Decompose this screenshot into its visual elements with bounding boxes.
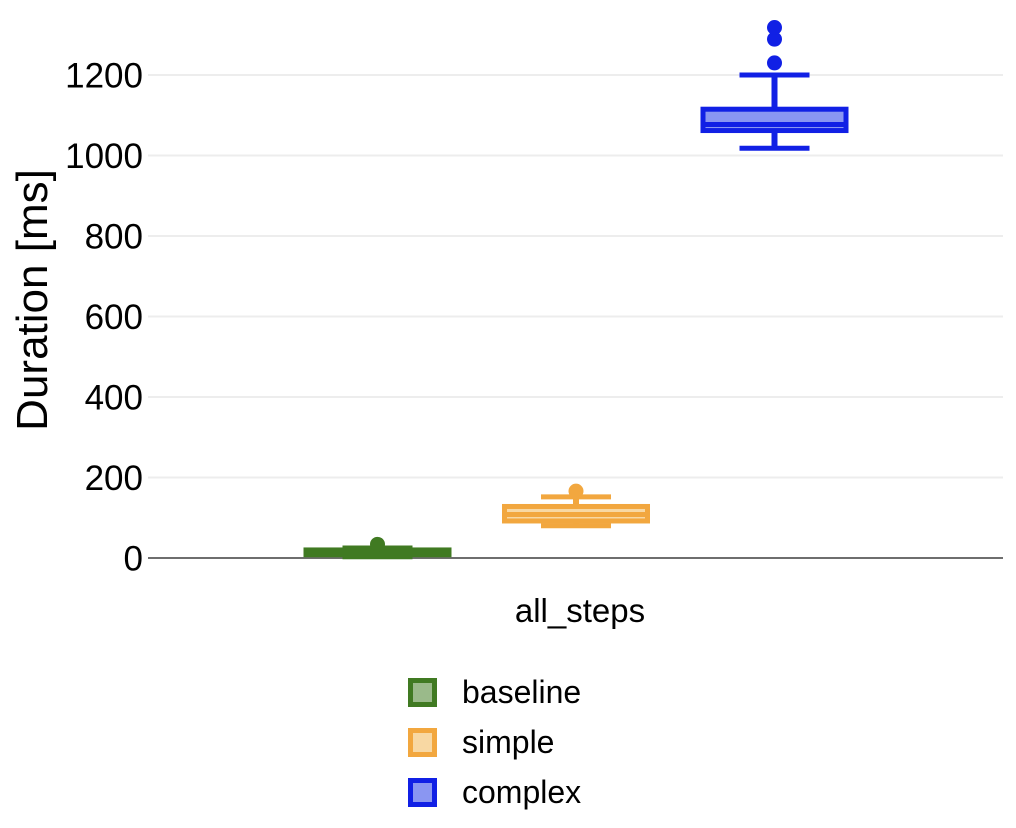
y-tick-label: 600 — [85, 298, 143, 337]
outlier-point — [370, 536, 385, 552]
y-tick-label: 1200 — [65, 57, 143, 96]
iqr-box — [700, 106, 849, 134]
outlier-point — [568, 483, 584, 499]
y-tick-label: 200 — [85, 459, 143, 498]
y-axis-title: Duration [ms] — [8, 169, 57, 431]
outlier-point — [767, 20, 782, 36]
box-group-complex — [700, 20, 849, 151]
outlier-point — [767, 55, 782, 71]
y-tick-label: 0 — [124, 540, 143, 579]
box-group-baseline — [303, 536, 452, 560]
y-tick-label: 1000 — [65, 137, 143, 176]
x-axis-label: all_steps — [514, 592, 646, 629]
y-tick-label: 800 — [85, 218, 143, 257]
y-tick-label: 400 — [85, 379, 143, 418]
outlier-point — [767, 31, 782, 47]
box-group-simple — [502, 483, 650, 529]
